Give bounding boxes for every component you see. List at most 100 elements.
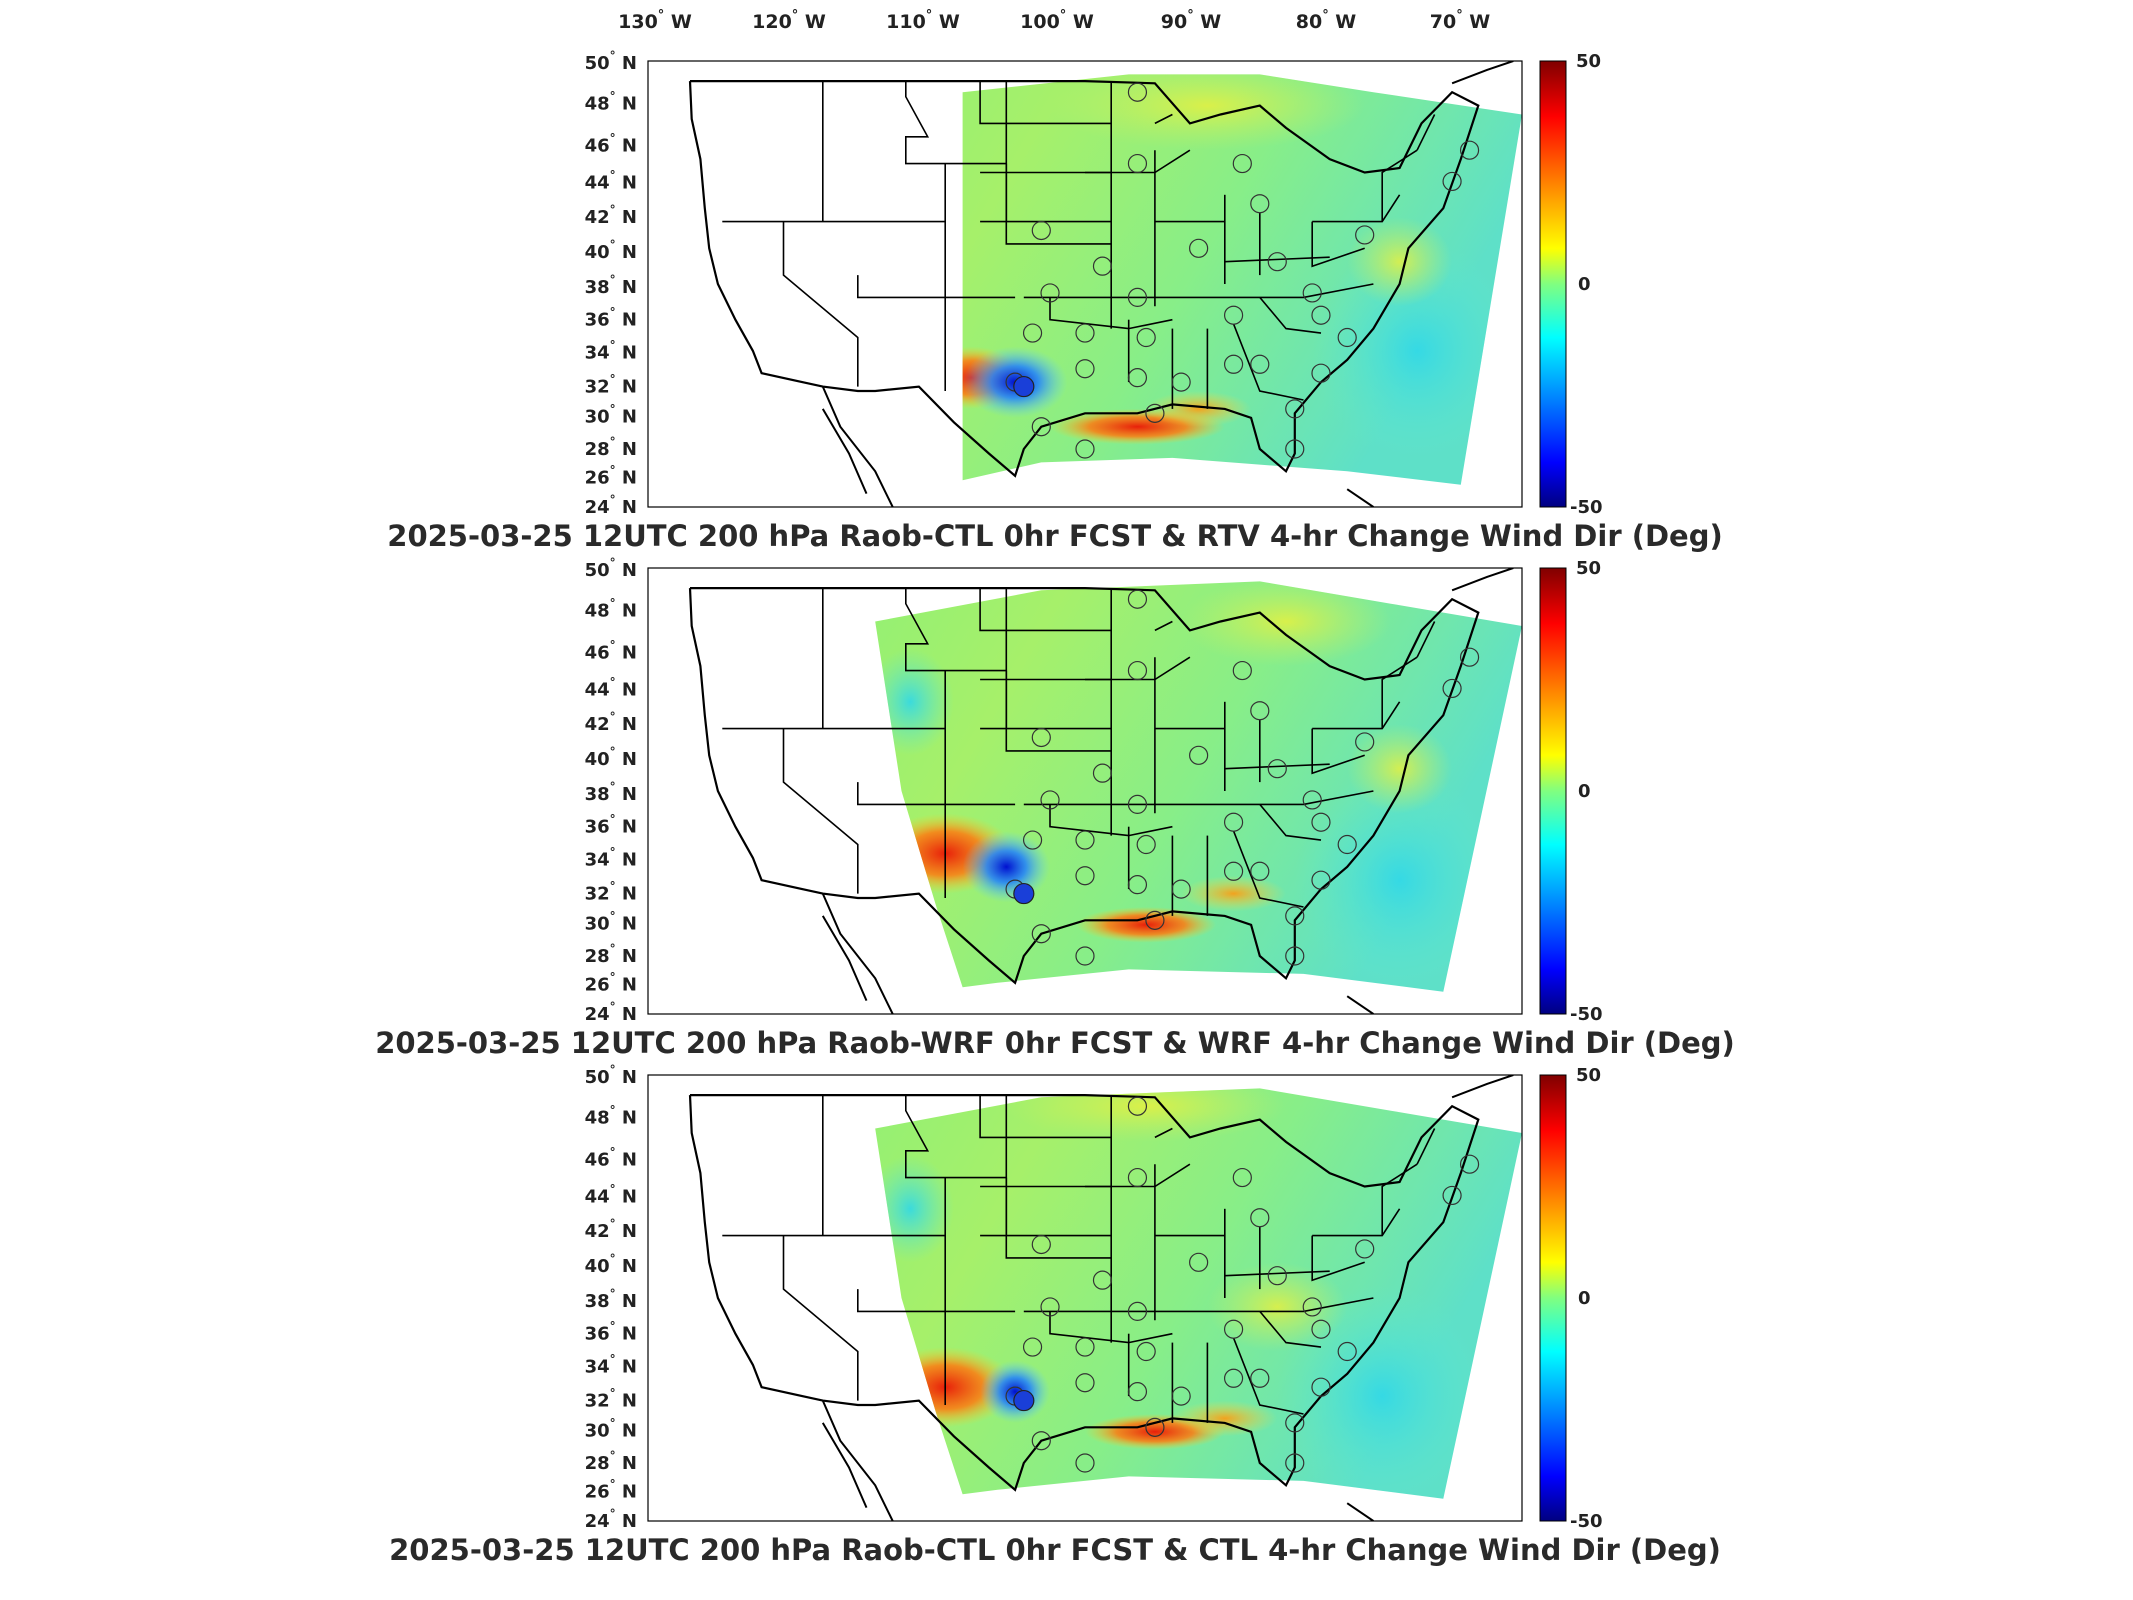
lat-tick-label: 40° N	[585, 238, 637, 263]
lat-tick-label: 38° N	[585, 1287, 637, 1312]
station-marker	[1127, 1167, 1148, 1188]
station-marker	[1127, 1301, 1148, 1321]
lat-tick-label: 26° N	[585, 464, 637, 489]
station-marker	[1075, 946, 1095, 966]
station-marker	[1459, 140, 1480, 160]
station-marker	[1223, 305, 1244, 325]
coastline-baja	[821, 408, 868, 494]
map-panel-2: 50° N 48° N 46° N 44° N 42° N 40° N 38° N 36° N…	[375, 556, 1735, 1060]
station-marker	[1267, 759, 1287, 779]
lat-tick-label: 34° N	[585, 339, 637, 364]
station-marker	[1189, 745, 1209, 765]
colorbar-max-label: 50	[1576, 51, 1601, 72]
state-borders	[722, 1095, 1436, 1423]
station-marker	[1285, 1413, 1305, 1433]
station-marker	[1171, 1386, 1191, 1406]
panel-title: 2025-03-25 12UTC 200 hPa Raob-CTL 0hr FC…	[387, 519, 1722, 553]
lat-tick-label: 24° N	[585, 493, 637, 518]
station-marker	[1285, 1453, 1305, 1473]
lat-tick-label: 32° N	[585, 880, 637, 905]
map-frame	[647, 567, 1523, 1015]
colorbar-min-label: -50	[1570, 1004, 1603, 1025]
lon-tick-label: 100° W	[1020, 8, 1094, 33]
wind-direction-field	[962, 74, 1522, 485]
lat-tick-label: 42° N	[585, 1217, 637, 1242]
coastline-mexico	[821, 893, 894, 1014]
station-marker	[1127, 82, 1148, 102]
station-marker	[1145, 403, 1165, 423]
map-area	[648, 568, 1522, 1014]
colorbar-max-label: 50	[1576, 1065, 1601, 1086]
lat-tick-label: 24° N	[585, 1000, 637, 1025]
lon-tick-label: 80° W	[1296, 8, 1357, 33]
station-marker	[1442, 171, 1462, 192]
station-marker	[1075, 439, 1095, 459]
station-marker	[1092, 1270, 1113, 1290]
station-marker	[1136, 327, 1156, 348]
station-marker	[1355, 225, 1375, 245]
station-marker	[1075, 359, 1095, 379]
lat-tick-label: 32° N	[585, 1387, 637, 1412]
station-marker	[1311, 363, 1331, 383]
station-marker	[1171, 879, 1191, 899]
colorbar-mid-label: 0	[1578, 781, 1591, 802]
station-marker	[1075, 830, 1095, 850]
station-marker	[1092, 256, 1113, 276]
latitude-labels: 50° N 48° N 46° N 44° N 42° N 40° N 38° N 36° N…	[585, 49, 637, 518]
station-marker	[1040, 283, 1060, 303]
coastline-canada	[1451, 568, 1514, 592]
station-marker	[1031, 924, 1051, 944]
map-panel-3: 50° N 48° N 46° N 44° N 42° N 40° N 38° N 36° N…	[389, 1063, 1721, 1567]
lat-tick-label: 46° N	[585, 132, 637, 157]
lat-tick-label: 30° N	[585, 909, 637, 934]
station-marker	[1311, 870, 1331, 890]
lat-tick-label: 38° N	[585, 273, 637, 298]
station-marker	[1127, 1382, 1148, 1402]
coastline	[688, 1094, 1480, 1492]
station-marker	[1250, 861, 1270, 881]
station-marker	[1223, 861, 1244, 881]
station-marker	[1337, 1341, 1357, 1362]
lat-tick-label: 36° N	[585, 306, 637, 331]
station-marker	[1311, 1319, 1331, 1339]
station-marker	[1022, 323, 1043, 343]
lat-tick-label: 28° N	[585, 942, 637, 967]
station-marker	[1302, 790, 1322, 810]
colorbar-scale	[1539, 1074, 1567, 1522]
lat-tick-label: 42° N	[585, 203, 637, 228]
station-marker	[1223, 1319, 1244, 1339]
station-marker	[1031, 727, 1051, 748]
station-marker	[1285, 399, 1305, 419]
map-area	[648, 1075, 1522, 1521]
lon-tick-label: 110° W	[886, 8, 960, 33]
station-marker	[1311, 305, 1331, 325]
coastline	[688, 80, 1480, 478]
colorbar-scale	[1539, 567, 1567, 1015]
station-marker	[1223, 1368, 1244, 1388]
coastline-baja	[821, 1422, 868, 1508]
station-marker	[1267, 252, 1287, 272]
station-marker-filled	[1013, 1389, 1035, 1412]
latitude-labels: 50° N 48° N 46° N 44° N 42° N 40° N 38° N 36° N…	[585, 1063, 637, 1532]
coastline-baja	[821, 915, 868, 1001]
lat-tick-label: 50° N	[585, 49, 637, 74]
colorbar-mid-label: 0	[1578, 274, 1591, 295]
coastline-canada	[1451, 1075, 1514, 1099]
lat-tick-label: 26° N	[585, 1478, 637, 1503]
station-marker	[1285, 906, 1305, 926]
lat-tick-label: 32° N	[585, 373, 637, 398]
lat-tick-label: 46° N	[585, 639, 637, 664]
wind-direction-field	[875, 581, 1522, 992]
station-marker	[1031, 1234, 1051, 1255]
station-marker	[1031, 220, 1051, 241]
station-marker	[1302, 283, 1322, 303]
station-marker	[1285, 439, 1305, 459]
lat-tick-label: 26° N	[585, 971, 637, 996]
state-borders	[722, 588, 1436, 916]
lat-tick-label: 24° N	[585, 1507, 637, 1532]
station-marker	[1337, 327, 1357, 348]
station-marker-filled	[1013, 375, 1035, 398]
station-marker	[1075, 1337, 1095, 1357]
station-marker	[1127, 794, 1148, 814]
station-marker	[1040, 1297, 1060, 1317]
